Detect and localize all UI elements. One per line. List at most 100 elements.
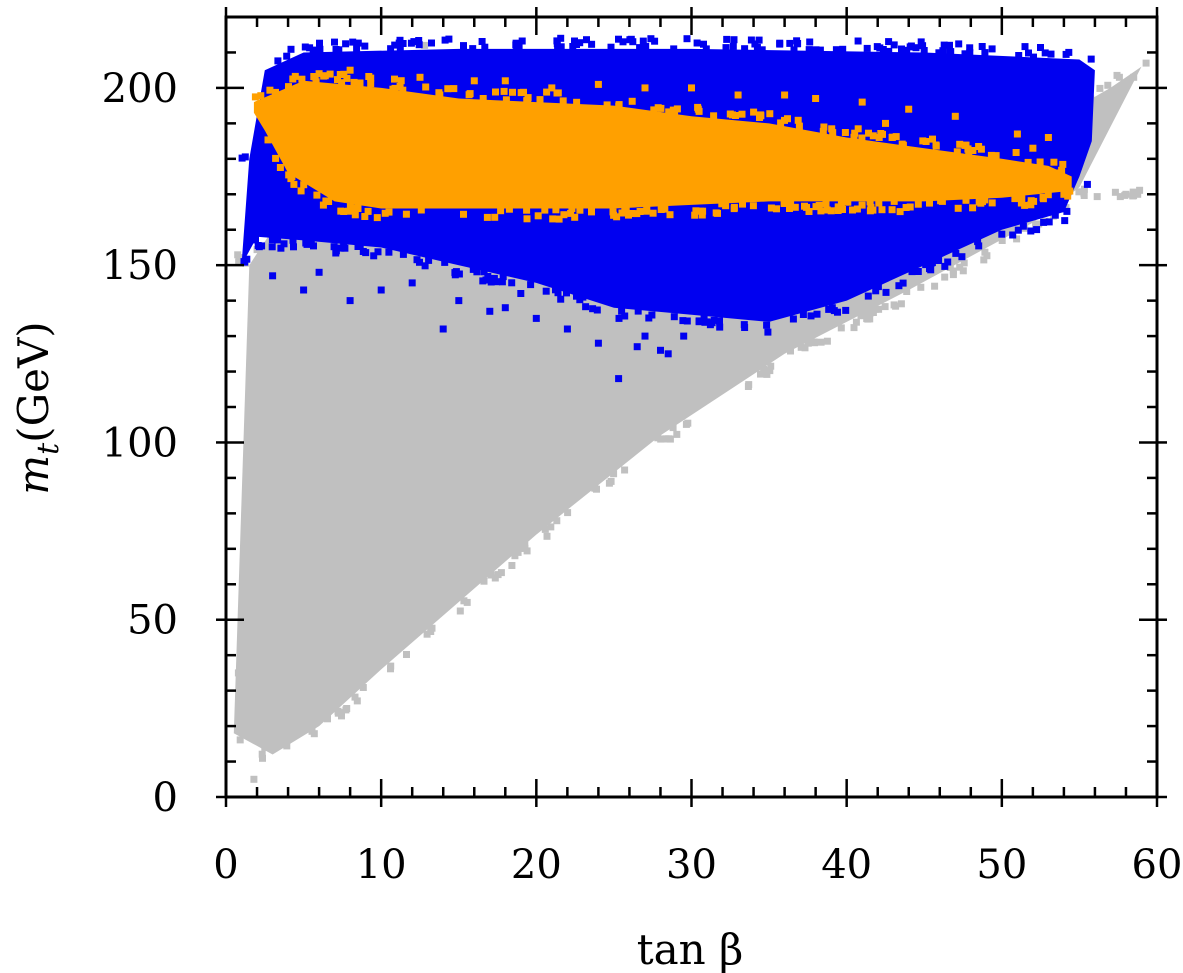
data-point xyxy=(642,42,650,50)
data-point xyxy=(1015,52,1023,59)
data-point xyxy=(939,47,947,55)
data-point xyxy=(517,290,525,297)
data-point xyxy=(864,315,872,323)
data-point xyxy=(766,110,774,118)
data-point xyxy=(723,35,731,43)
data-point xyxy=(319,201,327,209)
data-point xyxy=(988,199,996,207)
data-point xyxy=(716,317,723,325)
data-point xyxy=(509,88,516,96)
data-point xyxy=(421,41,429,49)
data-point xyxy=(315,70,323,78)
data-point xyxy=(1142,59,1150,67)
data-point xyxy=(450,85,458,93)
data-point xyxy=(615,101,623,109)
data-point xyxy=(730,36,738,44)
data-point xyxy=(817,207,825,215)
data-point xyxy=(1013,130,1021,138)
data-point xyxy=(469,45,477,53)
data-point xyxy=(387,662,395,670)
data-point xyxy=(969,204,977,212)
data-point xyxy=(395,39,403,47)
data-point xyxy=(876,44,884,52)
data-point xyxy=(1115,73,1123,81)
data-point xyxy=(851,129,859,137)
data-point xyxy=(266,86,274,94)
data-point xyxy=(960,259,968,267)
data-point xyxy=(670,313,678,321)
data-point xyxy=(521,541,529,549)
data-point xyxy=(1029,144,1037,152)
data-point xyxy=(858,134,866,142)
data-points xyxy=(233,34,1150,783)
data-point xyxy=(1083,151,1091,159)
data-point xyxy=(683,317,691,325)
data-point xyxy=(854,37,862,45)
data-point xyxy=(878,206,886,214)
data-point xyxy=(839,206,846,213)
data-point xyxy=(657,346,664,354)
data-point xyxy=(977,145,985,153)
data-point xyxy=(568,205,576,212)
data-point xyxy=(749,202,757,210)
data-point xyxy=(729,111,736,119)
data-point xyxy=(391,75,398,83)
data-point xyxy=(714,209,721,217)
data-point xyxy=(571,213,579,221)
data-point xyxy=(557,34,565,42)
data-point xyxy=(932,142,940,150)
data-point xyxy=(607,43,615,51)
data-point xyxy=(927,266,935,274)
data-point xyxy=(455,297,463,305)
data-point xyxy=(940,41,948,49)
data-point xyxy=(573,292,580,300)
data-point xyxy=(914,268,922,275)
data-point xyxy=(787,200,795,208)
data-point xyxy=(415,41,423,49)
data-point xyxy=(781,116,788,124)
data-point xyxy=(370,252,378,260)
data-point xyxy=(899,279,907,287)
data-point xyxy=(794,116,802,124)
data-point xyxy=(367,80,375,88)
data-point xyxy=(820,123,828,131)
axes xyxy=(216,7,1167,807)
data-point xyxy=(492,88,499,96)
data-point xyxy=(753,43,761,51)
data-point xyxy=(747,36,755,44)
data-point xyxy=(888,206,896,214)
data-point xyxy=(825,305,833,313)
y-tick-label: 150 xyxy=(102,243,178,289)
data-point xyxy=(622,205,630,213)
data-point xyxy=(780,200,788,207)
data-point xyxy=(941,273,949,281)
data-point xyxy=(353,45,361,53)
data-point xyxy=(576,206,584,214)
data-point xyxy=(402,210,410,218)
data-point xyxy=(888,134,896,141)
data-point xyxy=(523,206,531,214)
data-point xyxy=(1104,81,1112,89)
data-point xyxy=(1063,207,1071,215)
data-point xyxy=(1030,197,1038,205)
data-point xyxy=(354,623,362,631)
data-point xyxy=(560,211,568,219)
data-point xyxy=(508,279,516,287)
data-point xyxy=(906,203,914,211)
data-point xyxy=(416,258,423,266)
data-point xyxy=(649,209,657,217)
data-point xyxy=(536,96,544,104)
data-point xyxy=(958,253,966,261)
data-point xyxy=(949,271,957,279)
data-point xyxy=(377,286,385,294)
data-point xyxy=(777,119,785,127)
data-point xyxy=(618,209,626,217)
data-point xyxy=(801,202,808,210)
data-point xyxy=(853,205,861,213)
data-point xyxy=(1036,158,1044,166)
data-point xyxy=(974,238,982,246)
data-point xyxy=(518,37,526,45)
data-point xyxy=(356,79,364,87)
data-point xyxy=(280,240,288,248)
